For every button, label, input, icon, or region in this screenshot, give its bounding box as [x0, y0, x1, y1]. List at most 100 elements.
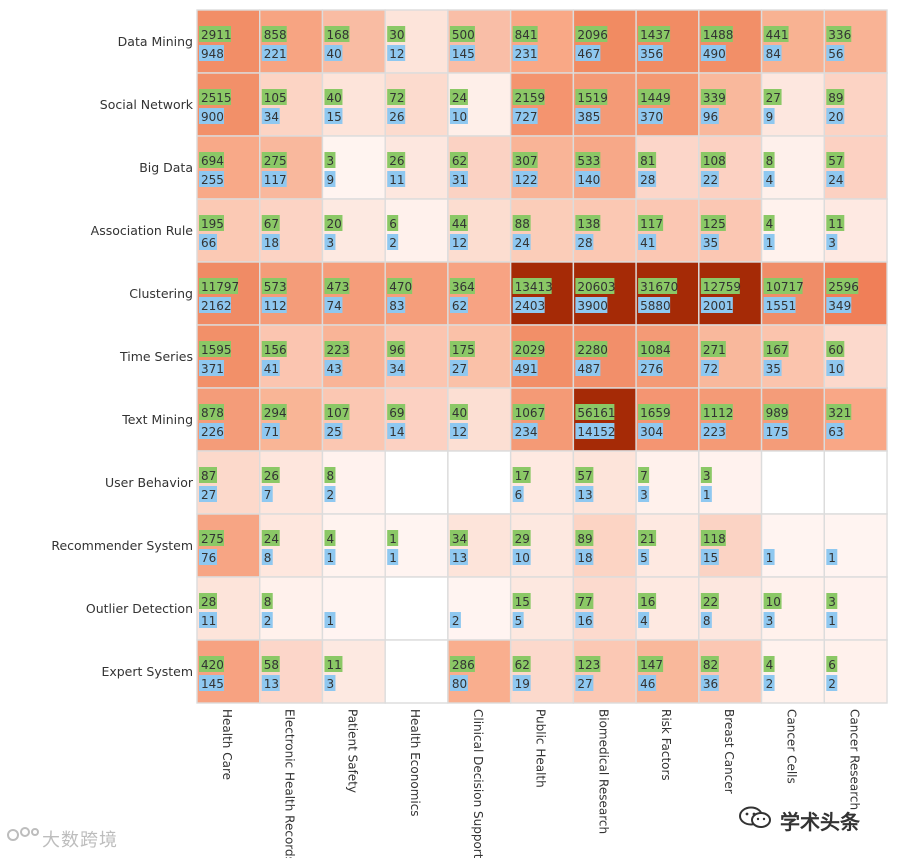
blue-label-bg	[638, 171, 657, 187]
blue-value-label: 27	[577, 677, 592, 691]
green-value-label: 138	[577, 217, 600, 231]
green-value-label: 858	[264, 28, 287, 42]
green-value-label: 441	[766, 28, 789, 42]
green-value-label: 2280	[577, 343, 608, 357]
green-value-label: 108	[703, 154, 726, 168]
blue-value-label: 10	[828, 362, 843, 376]
green-value-label: 271	[703, 343, 726, 357]
green-label-bg	[638, 656, 664, 672]
green-label-bg	[261, 278, 287, 294]
blue-label-bg	[512, 549, 531, 565]
blue-label-bg	[638, 360, 664, 376]
row-label: User Behavior	[105, 475, 194, 490]
green-value-label: 2515	[201, 91, 232, 105]
blue-value-label: 3	[828, 236, 836, 250]
column-label: Health Care	[220, 709, 234, 780]
blue-value-label: 36	[703, 677, 718, 691]
blue-label-bg	[199, 612, 217, 628]
green-label-bg	[324, 404, 350, 420]
row-label: Expert System	[101, 664, 193, 679]
blue-label-bg	[324, 297, 343, 313]
blue-label-bg	[826, 108, 845, 124]
green-label-bg	[575, 26, 608, 42]
blue-label-bg	[575, 423, 615, 439]
blue-label-bg	[261, 297, 287, 313]
green-value-label: 275	[264, 154, 287, 168]
column-labels: Health Care Electronic Health Records Pati…	[220, 709, 861, 858]
blue-label-bg	[700, 171, 719, 187]
row-labels: Data Mining Social Network Big Data Associa…	[51, 34, 194, 679]
green-value-label: 2029	[515, 343, 546, 357]
green-value-label: 34	[452, 532, 467, 546]
blue-value-label: 12	[452, 425, 467, 439]
green-label-bg	[387, 341, 406, 357]
blue-value-label: 28	[640, 173, 655, 187]
blue-label-bg	[763, 675, 775, 691]
green-value-label: 878	[201, 406, 224, 420]
blue-label-bg	[324, 612, 336, 628]
blue-label-bg	[700, 423, 726, 439]
blue-value-label: 223	[703, 425, 726, 439]
green-value-label: 89	[577, 532, 592, 546]
heatmap-cell	[384, 576, 449, 641]
green-label-bg	[638, 152, 657, 168]
blue-value-label: 2001	[703, 299, 734, 313]
green-value-label: 72	[389, 91, 404, 105]
blue-label-bg	[324, 423, 343, 439]
green-label-bg	[575, 467, 594, 483]
green-label-bg	[763, 89, 782, 105]
blue-value-label: 3900	[577, 299, 608, 313]
blue-label-bg	[324, 360, 343, 376]
blue-value-label: 14	[389, 425, 404, 439]
green-value-label: 117	[640, 217, 663, 231]
green-label-bg	[763, 341, 789, 357]
blue-label-bg	[575, 297, 608, 313]
blue-label-bg	[826, 297, 852, 313]
column-label: Patient Safety	[345, 709, 359, 793]
blue-value-label: 231	[515, 47, 538, 61]
green-value-label: 58	[264, 658, 279, 672]
blue-value-label: 40	[326, 47, 341, 61]
green-value-label: 105	[264, 91, 287, 105]
blue-label-bg	[763, 234, 775, 250]
blue-value-label: 2	[264, 614, 272, 628]
green-value-label: 6	[828, 658, 836, 672]
blue-value-label: 3	[326, 236, 334, 250]
blue-label-bg	[700, 360, 719, 376]
green-label-bg	[763, 404, 789, 420]
green-label-bg	[261, 152, 287, 168]
green-value-label: 57	[828, 154, 843, 168]
green-value-label: 125	[703, 217, 726, 231]
blue-value-label: 35	[703, 236, 718, 250]
green-label-bg	[638, 215, 664, 231]
blue-value-label: 6	[515, 488, 523, 502]
green-value-label: 4	[766, 658, 774, 672]
blue-label-bg	[324, 486, 336, 502]
blue-value-label: 35	[766, 362, 781, 376]
heatmap-cell	[384, 450, 449, 515]
blue-label-bg	[199, 297, 231, 313]
blue-label-bg	[199, 675, 224, 691]
row-label: Association Rule	[91, 223, 194, 238]
blue-value-label: 15	[326, 110, 341, 124]
green-value-label: 364	[452, 280, 475, 294]
green-label-bg	[700, 656, 719, 672]
blue-label-bg	[763, 423, 789, 439]
blue-label-bg	[575, 486, 594, 502]
blue-label-bg	[763, 549, 775, 565]
column-label: Public Health	[534, 709, 548, 788]
green-value-label: 3	[326, 154, 334, 168]
green-label-bg	[826, 152, 845, 168]
blue-label-bg	[575, 108, 601, 124]
green-label-bg	[199, 89, 231, 105]
green-value-label: 26	[264, 469, 279, 483]
green-value-label: 307	[515, 154, 538, 168]
blue-value-label: 175	[766, 425, 789, 439]
blue-value-label: 83	[389, 299, 404, 313]
column-label: Electronic Health Records	[283, 709, 297, 858]
green-value-label: 1084	[640, 343, 671, 357]
blue-label-bg	[324, 234, 336, 250]
blue-value-label: 2403	[515, 299, 546, 313]
green-label-bg	[575, 530, 594, 546]
blue-label-bg	[387, 45, 406, 61]
